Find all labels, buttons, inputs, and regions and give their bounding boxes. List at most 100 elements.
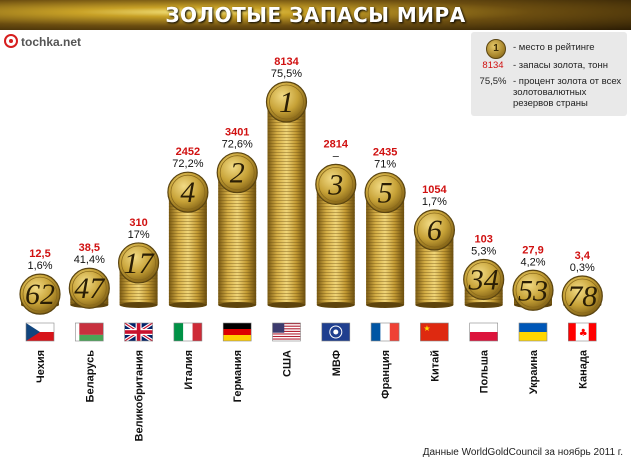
coin-stack-ridges [316,187,355,305]
country-label: Канада [577,349,589,389]
rank-label: 5 [378,177,393,210]
coin-stack-ridges [218,175,257,305]
rank-coin-rim [564,278,600,314]
rank-coin [19,273,61,315]
tonnes-label: 2435 [373,147,397,159]
ukraine-flag-icon [518,322,548,342]
rank-label: 6 [427,214,442,247]
stack-base [464,302,503,308]
czech-flag-icon [25,322,55,342]
site-logo[interactable]: tochka.net [4,34,81,49]
legend-pct-desc: - процент золота от всех золотовалютных … [513,76,622,109]
rank-coin [413,209,455,251]
rank-label: 3 [327,168,343,201]
belarus-flag-icon [75,322,104,342]
logo-text: tochka.net [21,35,82,49]
bar-group: 62 1,6%12,5 Чехия [19,248,61,383]
rank-label: 34 [468,263,499,296]
tonnes-label: 2452 [176,146,200,158]
percent-label: – [333,150,340,162]
source-note: Данные WorldGoldCouncil за ноябрь 2011 г… [422,447,623,458]
legend-coin-icon: 1 [486,39,506,59]
usa-flag-icon [272,322,301,342]
bar-group: 5 71%2435 Франция [364,147,406,399]
uk-flag-icon [123,321,154,343]
bar-group: 3 –2814 МВФ [315,138,357,376]
page-title: ЗОЛОТЫЕ ЗАПАСЫ МИРА [165,3,466,27]
percent-label: 75,5% [271,68,302,80]
rank-coin [364,171,406,214]
tonnes-label: 1054 [422,184,447,196]
canada-flag-icon: ♣ [567,322,597,342]
country-label: Италия [183,350,195,390]
percent-label: 72,6% [222,139,253,151]
tonnes-label: 3,4 [575,250,591,262]
target-icon [4,34,18,48]
rank-coin-rim [466,262,502,297]
legend-pct-key: 75,5% [479,76,507,87]
bar-group: 1 75,5%8134 США [265,56,308,377]
tonnes-label: 2814 [324,138,349,150]
percent-label: 0,3% [570,262,595,274]
stack-base [119,302,158,308]
legend: 1 - место в рейтинге 8134 - запасы золот… [471,32,627,116]
imf-flag-icon [321,322,351,342]
rank-coin [463,258,505,301]
rank-label: 17 [124,247,156,280]
svg-text:♣: ♣ [579,328,588,339]
tonnes-label: 12,5 [29,248,50,260]
bar-group: 47 41,4%38,5 Беларусь [68,242,110,403]
country-label: Польша [479,349,491,393]
rank-coin-rim [416,212,452,248]
header-banner: ЗОЛОТЫЕ ЗАПАСЫ МИРА [0,0,631,30]
tonnes-label: 8134 [274,56,299,68]
rank-coin [265,81,308,123]
country-label: Чехия [35,350,47,383]
rank-coin-rim [269,84,304,120]
rank-coin [68,267,110,309]
poland-flag-icon [469,322,499,342]
tonnes-label: 27,9 [522,244,543,256]
bar-group: 4 72,2%2452 Италия [167,146,209,390]
percent-label: 5,3% [471,245,496,257]
rank-coin [512,269,554,311]
legend-rank-desc: - место в рейтинге [513,42,595,53]
rank-coin [315,163,357,205]
tonnes-label: 38,5 [79,242,100,254]
rank-coin-rim [121,245,157,281]
tonnes-label: 310 [129,217,147,229]
bar-group: 53 4,2%27,9 Украина [512,244,554,394]
percent-label: 17% [128,229,150,241]
country-label: МВФ [331,350,343,376]
country-label: Украина [528,349,540,394]
rank-coin-rim [170,174,206,210]
percent-label: 1,6% [27,260,52,272]
stack-base [415,302,454,308]
bar-group: 2 72,6%3401 Германия [216,127,258,402]
country-label: Китай [429,350,441,382]
stack-base [218,302,257,308]
country-label: США [282,350,294,377]
rank-coin-rim [22,276,58,312]
rank-label: 1 [279,86,294,119]
rank-label: 78 [567,280,597,313]
rank-label: 2 [230,157,245,190]
italy-flag-icon [173,322,203,342]
country-label: Германия [232,350,244,402]
rank-coin-rim [71,270,107,306]
coin-stack-ridges [267,105,306,305]
country-label: Беларусь [84,350,96,403]
rank-coin [216,152,258,194]
rank-label: 47 [74,272,106,305]
rank-coin-rim [515,272,551,308]
stack-base [366,302,405,308]
rank-coin [118,242,160,284]
bar-group: 34 5,3%103 Польша [463,233,505,393]
france-flag-icon [370,322,400,342]
country-label: Франция [380,350,392,399]
bar-group: 17 17%310 Великобритания [118,217,160,442]
percent-label: 71% [374,159,396,171]
stack-base [316,302,355,308]
legend-tonnes-key: 8134 [482,60,504,71]
